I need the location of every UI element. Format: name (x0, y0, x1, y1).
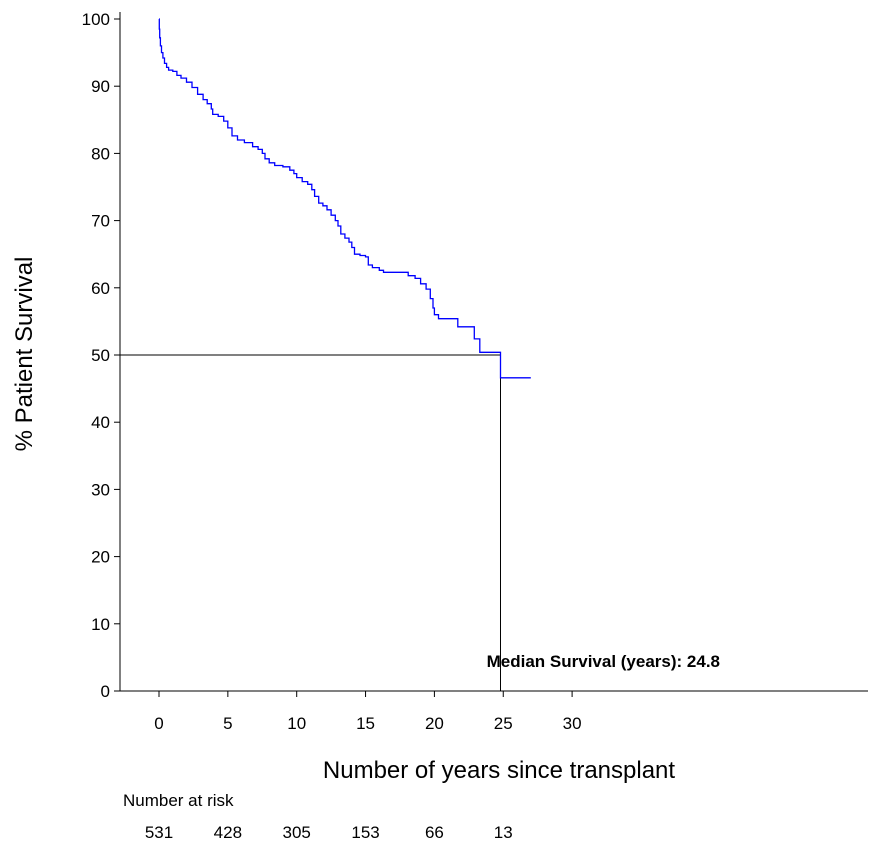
y-tick-label: 20 (91, 548, 110, 567)
survival-curve (158, 18, 531, 379)
x-tick-label: 20 (425, 714, 444, 733)
x-tick-label: 15 (356, 714, 375, 733)
axes (119, 12, 868, 692)
y-tick-label: 30 (91, 480, 110, 499)
median-annotation: Median Survival (years): 24.8 (487, 652, 720, 671)
risk-count: 531 (145, 823, 173, 842)
y-tick-label: 60 (91, 279, 110, 298)
y-tick-label: 10 (91, 615, 110, 634)
risk-count: 66 (425, 823, 444, 842)
x-tick-label: 25 (494, 714, 513, 733)
risk-count: 305 (283, 823, 311, 842)
ticks: 0 10 20 30 40 50 60 70 80 90 100 0 5 10 15 20 25 30 (82, 10, 582, 733)
x-tick-label: 10 (287, 714, 306, 733)
risk-count: 13 (494, 823, 513, 842)
y-tick-label: 40 (91, 413, 110, 432)
y-tick-label: 80 (91, 144, 110, 163)
y-tick-label: 50 (91, 346, 110, 365)
y-tick-label: 90 (91, 77, 110, 96)
survival-curve-group (158, 18, 531, 379)
y-tick-label: 70 (91, 212, 110, 231)
x-tick-label: 0 (154, 714, 163, 733)
median-guides (120, 354, 501, 691)
risk-count: 428 (214, 823, 242, 842)
risk-table-title: Number at risk (123, 791, 234, 810)
x-tick-label: 5 (223, 714, 232, 733)
risk-count: 153 (351, 823, 379, 842)
x-axis-title: Number of years since transplant (323, 757, 675, 784)
risk-table: 531 428 305 153 66 13 (145, 823, 513, 842)
y-tick-label: 0 (101, 682, 110, 701)
x-tick-label: 30 (563, 714, 582, 733)
y-tick-label: 100 (82, 10, 110, 29)
y-axis-title: % Patient Survival (11, 257, 38, 452)
